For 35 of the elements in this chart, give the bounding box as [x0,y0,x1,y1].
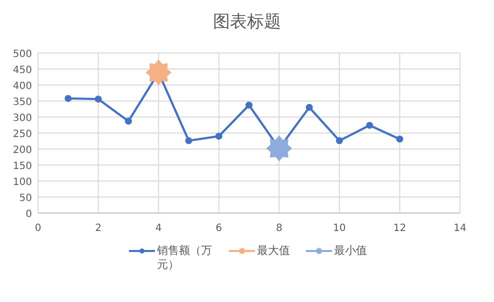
y-tick-label: 200 [12,145,32,156]
x-tick-label: 4 [155,223,162,234]
y-tick-label: 500 [12,49,32,60]
point [146,60,172,86]
point [396,136,404,143]
point [64,94,72,102]
legend-label: 最小值 [334,244,367,258]
point [246,102,252,109]
x-tick-label: 10 [333,223,346,234]
x-tick-label: 8 [276,223,282,234]
chart-title: 图表标题 [213,12,281,32]
point [336,137,343,144]
point [94,96,102,103]
point [185,137,192,144]
y-tick-label: 400 [12,81,32,92]
x-tick-label: 14 [454,223,466,234]
x-tick-label: 6 [216,223,222,234]
x-tick-label: 0 [34,223,42,234]
y-tick-label: 300 [12,113,32,124]
x-tick-label: 12 [393,223,406,234]
legend-label: 最大值 [257,244,290,258]
point [124,118,132,125]
y-tick-label: 450 [12,65,32,76]
point [215,132,222,140]
x-tick-label: 2 [95,223,102,234]
y-tick-label: 250 [12,129,32,140]
legend-label: 销售额（万元） [157,244,213,272]
y-tick-label: 0 [26,209,32,220]
y-tick-label: 50 [19,193,32,204]
point [366,122,374,129]
point [266,135,292,162]
y-tick-label: 150 [12,161,32,172]
point [306,104,313,111]
y-tick-label: 350 [12,97,32,108]
y-tick-label: 100 [12,177,32,188]
